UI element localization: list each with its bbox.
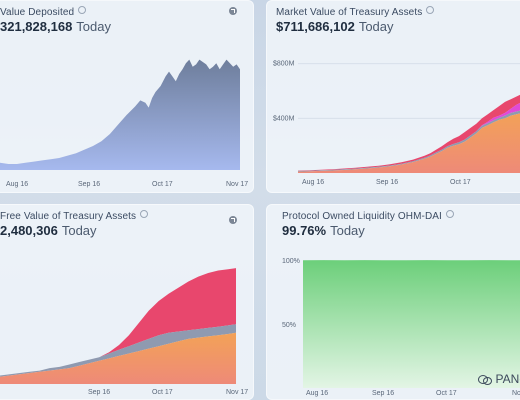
x-tick-label: Aug 16 [302,179,324,186]
panel-title: Market Value of Treasury Assets [276,6,435,18]
area-band [0,268,236,376]
panel-free-value: Free Value of Treasury Assets 2,480,306 T… [0,204,254,400]
expand-icon[interactable] [229,7,237,15]
area-series [0,59,240,170]
panel-value-suffix: Today [76,19,111,34]
x-tick-label: Oct 17 [450,179,471,186]
info-icon[interactable] [426,6,435,14]
x-tick-label: Oct 17 [436,390,457,397]
area-band [0,324,236,377]
panel-value-row: 321,828,168 Today [0,18,111,36]
expand-icon[interactable] [229,216,237,224]
info-icon[interactable] [140,210,149,218]
chart-protocol-owned-liquidity: 100% 50% Aug 16 Sep 16 Oct 17 Nov [282,258,520,397]
panel-value-row: 99.76% Today [282,222,365,240]
panel-value: 321,828,168 [0,19,73,34]
y-tick-label: $400M [273,115,295,122]
area-series [0,332,236,384]
panel-value-suffix: Today [61,223,97,238]
panel-value-suffix: Today [330,223,365,238]
panel-title: Value Deposited [0,6,87,18]
panel-value-deposited: Value Deposited 321,828,168 Today Aug 16 S… [0,0,254,193]
chart-value-deposited: Aug 16 Sep 16 Oct 17 Nov 17 [0,59,248,188]
y-tick-label: 50% [282,322,296,329]
chart-free-value: Sep 16 Oct 17 Nov 17 [0,268,248,396]
panel-value: $711,686,102 [276,19,355,34]
y-tick-label: $800M [273,61,295,68]
panel-value-row: $711,686,102 Today [276,18,394,36]
x-tick-label: Aug 16 [6,181,28,188]
y-tick-label: 100% [282,258,300,265]
x-tick-label: Aug 16 [306,390,328,397]
watermark: PANe [477,372,520,386]
area-series [298,113,520,173]
chart-market-value: $800M $400M Aug 16 Sep 16 Oct 17 [273,61,520,186]
panel-value-suffix: Today [358,19,394,34]
panel-title: Free Value of Treasury Assets [0,210,149,222]
x-tick-label: Oct 17 [152,181,173,188]
x-tick-label: Sep 16 [372,390,394,397]
x-tick-label: Sep 16 [376,179,398,186]
x-tick-label: Nov 17 [226,181,248,188]
panel-market-value: Market Value of Treasury Assets $711,686… [266,0,520,193]
wechat-icon [477,373,492,385]
panel-value-row: 2,480,306 Today [0,222,97,240]
panel-value: 99.76% [282,223,327,238]
info-icon[interactable] [445,210,454,218]
panel-protocol-owned-liquidity: Protocol Owned Liquidity OHM-DAI 99.76% T… [266,204,520,400]
watermark-text: PANe [495,372,520,386]
x-tick-label: Oct 17 [152,389,173,396]
x-tick-label: Sep 16 [78,181,100,188]
area-series [303,260,520,388]
x-tick-label: Sep 16 [88,389,110,396]
x-tick-label: Nov 17 [226,389,248,396]
info-icon[interactable] [78,6,87,14]
panel-title: Protocol Owned Liquidity OHM-DAI [282,210,454,222]
panel-value: 2,480,306 [0,223,58,238]
x-tick-label: Nov [512,390,520,397]
